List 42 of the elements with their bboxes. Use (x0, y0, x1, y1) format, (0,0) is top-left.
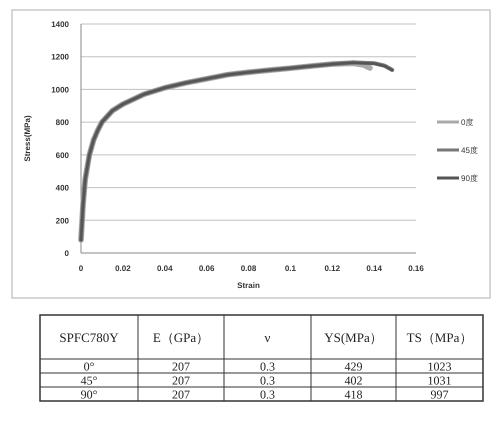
y-axis-title: Stress(MPa) (23, 115, 32, 162)
x-axis-title: Strain (237, 281, 260, 290)
text: 207 (172, 388, 190, 402)
x-tick-label: 0 (78, 264, 84, 273)
x-tick-label: 0.04 (156, 264, 174, 273)
text: 0° (84, 360, 95, 374)
y-tick-label: 1200 (51, 52, 70, 62)
y-tick-label: 0 (64, 249, 70, 258)
text: 1023 (428, 360, 452, 374)
text: 0.3 (260, 360, 275, 374)
text: 45° (80, 374, 98, 388)
y-tick-label: 1000 (51, 85, 70, 94)
text: 997 (430, 388, 448, 402)
x-tick-label: 0.1 (284, 264, 296, 273)
text: 207 (172, 374, 190, 388)
y-tick-label: 600 (56, 150, 70, 160)
x-tick-label: 0.02 (115, 264, 132, 273)
text: 90° (80, 388, 98, 402)
text: 0.3 (260, 388, 275, 402)
legend-label: 45度 (461, 146, 478, 155)
x-tick-label: 0.08 (240, 264, 257, 273)
category-label: YS(MPa） (324, 330, 383, 345)
text: 418 (344, 388, 362, 402)
x-tick-label: 0.06 (198, 264, 215, 273)
text: 429 (344, 360, 362, 374)
text: 402 (344, 374, 362, 388)
x-tick-label: 0.14 (366, 264, 382, 273)
category-label: TS（MPa） (406, 330, 472, 345)
category-label: ν (264, 330, 271, 345)
text: 207 (172, 360, 190, 374)
text: 0.3 (260, 374, 275, 388)
category-label: SPFC780Y (59, 330, 120, 345)
y-tick-label: 400 (56, 184, 70, 193)
y-tick-label: 800 (56, 118, 70, 128)
legend-label: 0度 (461, 118, 474, 127)
legend-label: 90度 (461, 174, 478, 183)
y-tick-label: 1400 (51, 20, 70, 29)
y-tick-label: 200 (56, 216, 70, 226)
text: 1031 (428, 374, 452, 388)
x-tick-label: 0.16 (408, 264, 424, 273)
x-tick-label: 0.12 (324, 264, 341, 273)
category-label: E（GPa） (152, 330, 210, 345)
